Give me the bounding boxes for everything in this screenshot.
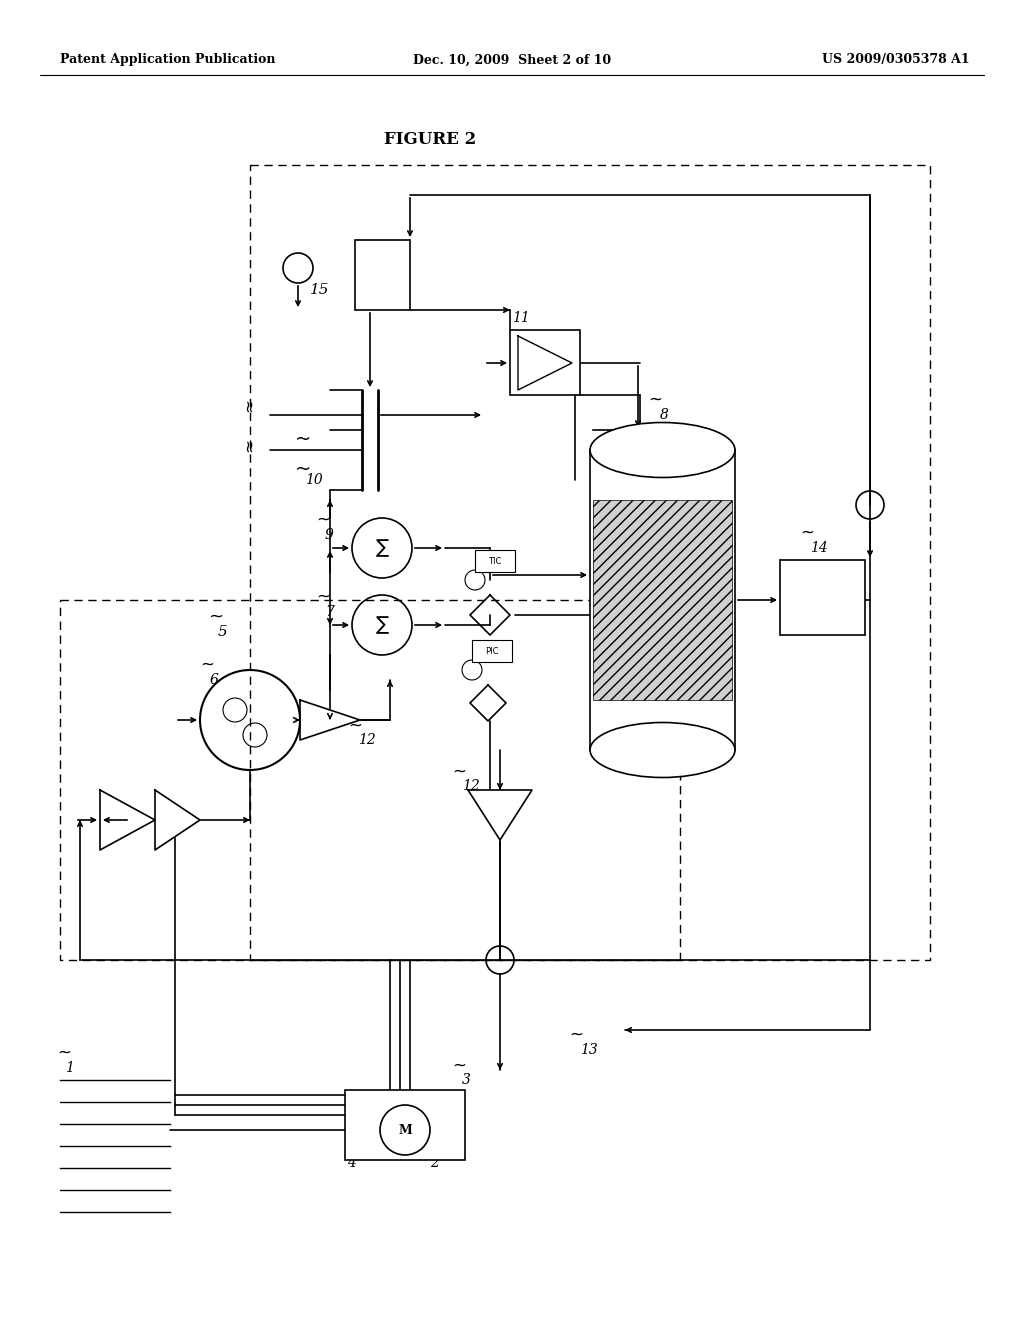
Bar [593,500,732,700]
Text: 8: 8 [660,408,669,422]
Text: ≈: ≈ [240,399,258,412]
Text: ~: ~ [452,763,466,781]
Text: Patent Application Publication: Patent Application Publication [60,54,275,66]
Text: ~: ~ [569,1026,583,1044]
Bar [472,640,512,663]
Text: 6: 6 [210,673,219,686]
Text: ~: ~ [452,1057,466,1074]
Text: ∑: ∑ [376,615,388,635]
Text: 5: 5 [218,624,227,639]
Text: 1: 1 [65,1061,74,1074]
Text: 7: 7 [325,605,334,619]
Text: PIC: PIC [485,647,499,656]
Text: TIC: TIC [488,557,502,565]
Text: ≈: ≈ [240,438,258,451]
Bar [510,330,580,395]
Bar [250,165,930,960]
Polygon shape [300,700,360,741]
Text: ~: ~ [316,587,330,606]
Text: 12: 12 [358,733,376,747]
Polygon shape [518,337,572,389]
Polygon shape [155,789,200,850]
Text: US 2009/0305378 A1: US 2009/0305378 A1 [822,54,970,66]
Text: 11: 11 [512,312,529,325]
Text: ~: ~ [57,1044,71,1063]
Text: 3: 3 [462,1073,471,1086]
Text: ~: ~ [295,459,311,479]
Text: M: M [398,1123,412,1137]
Text: FIGURE 2: FIGURE 2 [384,132,476,149]
Bar [60,601,680,960]
Text: 2: 2 [430,1156,439,1170]
Bar [355,240,410,310]
Bar [780,560,865,635]
Bar [475,550,515,572]
Polygon shape [468,789,532,840]
Text: 14: 14 [810,541,827,554]
Text: ~: ~ [316,511,330,529]
Ellipse shape [590,422,735,478]
Text: ~: ~ [420,1140,434,1158]
Text: 4: 4 [347,1156,356,1170]
Text: ~: ~ [348,717,361,735]
Text: Dec. 10, 2009  Sheet 2 of 10: Dec. 10, 2009 Sheet 2 of 10 [413,54,611,66]
Text: 13: 13 [580,1043,598,1057]
Ellipse shape [590,722,735,777]
Text: 9: 9 [325,528,334,543]
Text: ~: ~ [800,524,814,543]
Text: ~: ~ [200,656,214,675]
Text: ~: ~ [648,391,662,409]
Bar [345,1090,465,1160]
Polygon shape [100,789,155,850]
Text: 10: 10 [305,473,323,487]
Text: ~: ~ [208,609,223,626]
Bar [590,450,735,750]
Text: ~: ~ [295,430,311,449]
Text: ∑: ∑ [376,539,388,557]
Text: 12: 12 [462,779,480,793]
Text: 15: 15 [310,282,330,297]
